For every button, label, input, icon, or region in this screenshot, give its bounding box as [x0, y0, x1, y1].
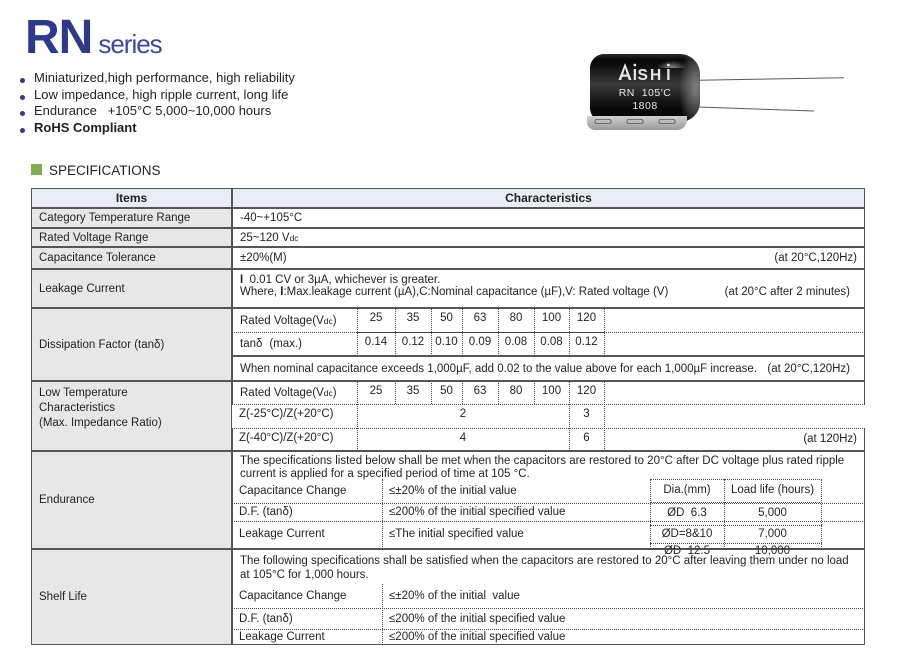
svg-text:H: H [650, 67, 661, 80]
svg-text:S: S [638, 67, 648, 80]
